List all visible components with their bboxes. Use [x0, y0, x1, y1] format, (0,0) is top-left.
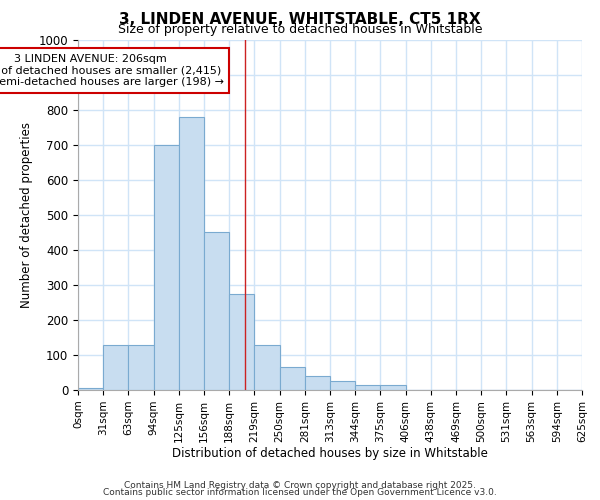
Text: Size of property relative to detached houses in Whitstable: Size of property relative to detached ho…	[118, 22, 482, 36]
Bar	[103, 344, 128, 390]
Text: Contains public sector information licensed under the Open Government Licence v3: Contains public sector information licen…	[103, 488, 497, 497]
Bar	[204, 232, 229, 390]
Bar	[229, 294, 254, 390]
Bar	[280, 367, 305, 390]
Text: 3 LINDEN AVENUE: 206sqm
← 92% of detached houses are smaller (2,415)
8% of semi-: 3 LINDEN AVENUE: 206sqm ← 92% of detache…	[0, 54, 224, 87]
Bar	[330, 381, 355, 390]
Bar	[128, 344, 154, 390]
X-axis label: Distribution of detached houses by size in Whitstable: Distribution of detached houses by size …	[172, 448, 488, 460]
Bar	[380, 385, 406, 390]
Text: 3, LINDEN AVENUE, WHITSTABLE, CT5 1RX: 3, LINDEN AVENUE, WHITSTABLE, CT5 1RX	[119, 12, 481, 28]
Bar	[305, 376, 330, 390]
Text: Contains HM Land Registry data © Crown copyright and database right 2025.: Contains HM Land Registry data © Crown c…	[124, 480, 476, 490]
Y-axis label: Number of detached properties: Number of detached properties	[20, 122, 33, 308]
Bar	[78, 388, 103, 390]
Bar	[254, 344, 280, 390]
Bar	[355, 385, 380, 390]
Bar	[154, 145, 179, 390]
Bar	[179, 117, 204, 390]
